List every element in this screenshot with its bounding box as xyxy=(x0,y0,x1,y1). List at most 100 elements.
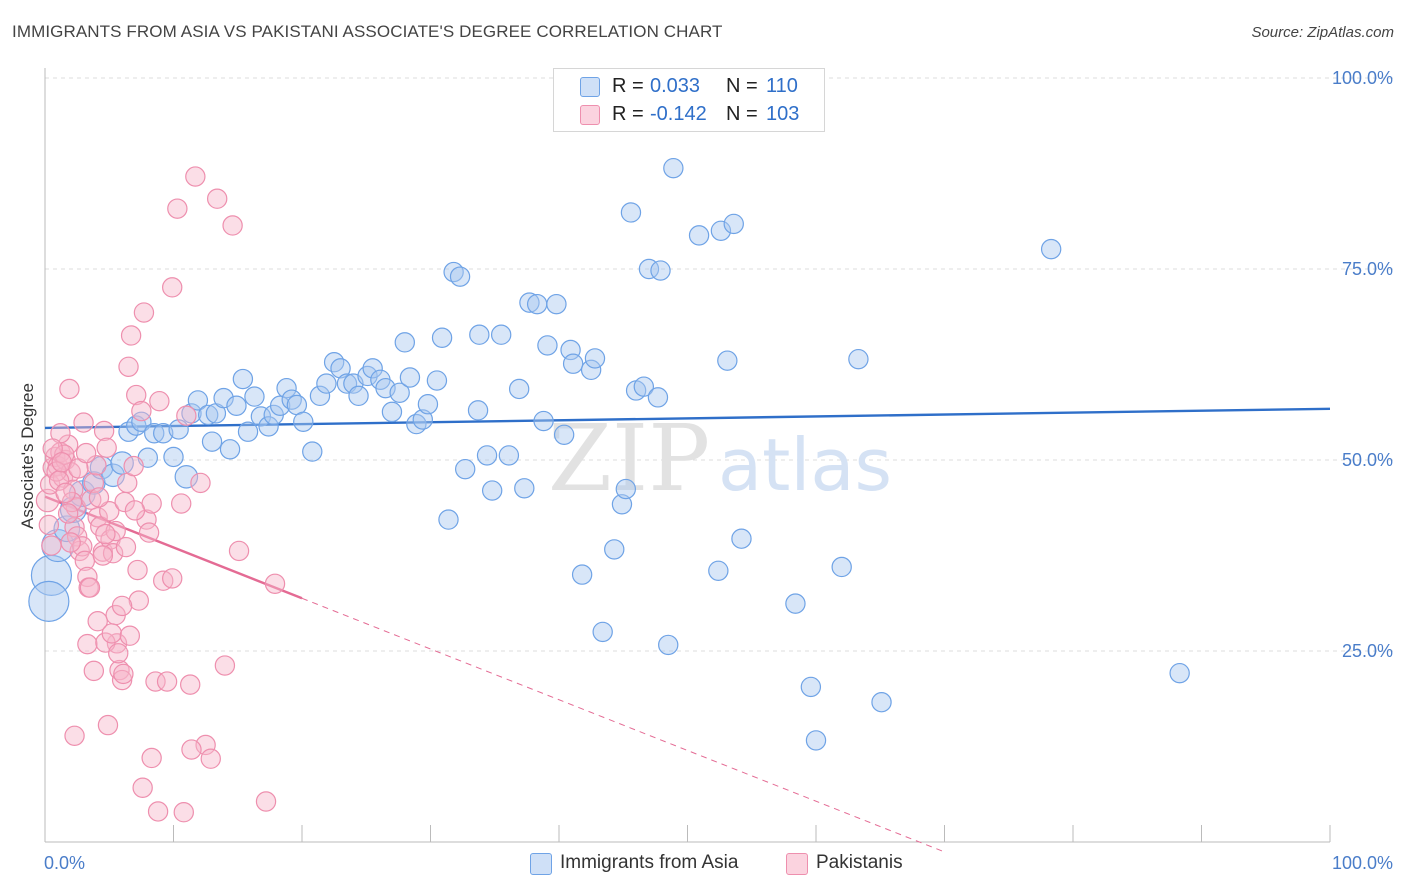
data-point xyxy=(55,482,76,504)
data-point xyxy=(35,488,60,513)
y-tick-label: 100.0% xyxy=(1332,68,1393,88)
data-point xyxy=(481,480,503,501)
data-point xyxy=(156,671,178,692)
data-point xyxy=(848,348,869,370)
data-point xyxy=(469,324,490,345)
bottom-legend-swatch-asia xyxy=(530,853,552,875)
legend-r-value: -0.142 xyxy=(650,103,707,125)
data-point xyxy=(412,409,433,430)
legend-n-label: N = xyxy=(726,75,758,97)
data-point xyxy=(498,445,520,466)
data-point xyxy=(145,671,166,692)
data-point xyxy=(222,215,243,236)
data-point xyxy=(620,202,642,223)
trend-line-pakistanis xyxy=(44,495,303,600)
data-point xyxy=(59,378,80,400)
y-axis-label: Associate's Degree xyxy=(18,383,37,529)
data-point xyxy=(93,420,115,442)
data-point xyxy=(604,539,625,560)
data-point xyxy=(454,458,476,480)
y-tick-label: 50.0% xyxy=(1342,450,1393,470)
data-point xyxy=(633,376,655,397)
data-point xyxy=(800,676,822,698)
data-point xyxy=(805,730,827,751)
data-point xyxy=(83,660,105,682)
watermark-zip: ZIP xyxy=(548,405,710,512)
data-point xyxy=(269,395,291,416)
data-point xyxy=(226,395,247,416)
data-point xyxy=(171,493,192,514)
x-tick-label: 0.0% xyxy=(44,853,85,873)
bottom-legend-label-asia: Immigrants from Asia xyxy=(560,852,739,873)
data-point xyxy=(131,411,152,432)
data-point xyxy=(663,157,684,179)
data-point xyxy=(81,489,102,510)
data-point xyxy=(264,573,286,594)
legend-swatch-pakistanis xyxy=(580,105,600,125)
data-point xyxy=(201,431,223,452)
data-point xyxy=(167,198,188,219)
data-point xyxy=(611,494,633,515)
data-point xyxy=(187,390,209,411)
y-tick-label: 75.0% xyxy=(1342,259,1393,279)
data-points xyxy=(28,157,1190,823)
legend-n-value: 110 xyxy=(766,75,798,97)
data-point xyxy=(244,386,265,407)
data-point xyxy=(381,401,403,423)
data-point xyxy=(717,350,738,371)
data-point xyxy=(181,403,202,424)
y-tick-label: 25.0% xyxy=(1342,641,1393,661)
data-point xyxy=(128,590,150,611)
data-point xyxy=(213,387,234,409)
data-point xyxy=(101,623,123,644)
data-point xyxy=(399,367,421,388)
data-point xyxy=(173,802,194,823)
correlation-legend: R = 0.033 N = 110 R = -0.142 N = 103 xyxy=(553,68,825,132)
data-point xyxy=(109,659,130,681)
data-point xyxy=(533,410,554,432)
data-point xyxy=(120,325,142,346)
legend-swatch-asia xyxy=(580,77,600,97)
data-point xyxy=(127,559,148,581)
data-point xyxy=(362,358,383,379)
data-point xyxy=(87,611,108,632)
data-point xyxy=(141,747,162,769)
data-point xyxy=(302,441,323,462)
data-point xyxy=(553,424,575,445)
data-point xyxy=(111,669,133,691)
data-point xyxy=(153,423,174,444)
data-point xyxy=(592,621,613,643)
data-point xyxy=(180,674,201,695)
data-point xyxy=(206,188,228,209)
data-point xyxy=(163,446,184,468)
series-pakistanis xyxy=(35,166,286,823)
data-point xyxy=(41,535,62,556)
data-point xyxy=(276,377,297,399)
data-point xyxy=(580,359,602,381)
legend-r-label: R = xyxy=(612,75,644,97)
data-point xyxy=(519,292,540,313)
data-point xyxy=(417,394,439,415)
data-point xyxy=(214,655,236,676)
data-point xyxy=(111,595,133,617)
data-point xyxy=(176,405,197,426)
data-point xyxy=(316,373,337,394)
data-point xyxy=(101,463,125,488)
data-point xyxy=(323,352,345,373)
data-point xyxy=(562,353,584,374)
data-point xyxy=(119,625,141,646)
bottom-legend-label-pakistanis: Pakistanis xyxy=(816,852,903,873)
data-point xyxy=(57,503,79,524)
data-point xyxy=(96,437,117,458)
data-point xyxy=(124,500,146,521)
data-point xyxy=(526,293,548,315)
data-point xyxy=(293,411,314,432)
data-point xyxy=(138,522,160,543)
data-point xyxy=(514,478,535,499)
data-point xyxy=(258,416,279,437)
data-point xyxy=(64,725,85,747)
data-point xyxy=(584,348,606,369)
data-point xyxy=(571,564,593,585)
data-point xyxy=(149,390,170,412)
data-point xyxy=(658,634,679,656)
